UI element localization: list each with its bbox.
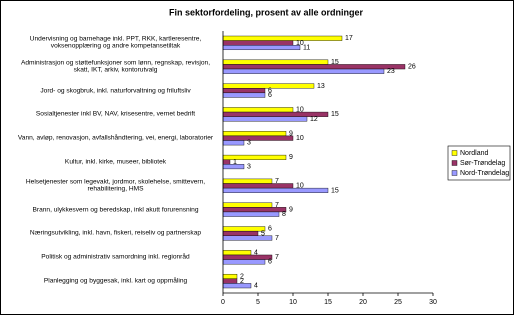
value-label: 1 bbox=[233, 159, 237, 166]
value-label: 4 bbox=[254, 283, 258, 290]
bar bbox=[222, 178, 273, 184]
bar bbox=[222, 45, 301, 51]
value-label: 15 bbox=[331, 111, 339, 118]
x-tick-label: 15 bbox=[324, 299, 332, 306]
value-label: 10 bbox=[296, 40, 304, 47]
bar bbox=[222, 226, 266, 232]
bar bbox=[222, 211, 280, 217]
category-label: Helsetjenester som legevakt, jordmor, sk… bbox=[25, 178, 206, 193]
value-label: 10 bbox=[296, 135, 304, 142]
value-label: 23 bbox=[387, 68, 395, 75]
value-label: 6 bbox=[268, 92, 272, 99]
bar bbox=[222, 183, 294, 189]
bar bbox=[222, 283, 252, 289]
x-tick-label: 25 bbox=[394, 299, 402, 306]
bar bbox=[222, 135, 294, 141]
value-label: 6 bbox=[268, 226, 272, 233]
bar bbox=[222, 235, 273, 241]
category-label: Planlegging og byggesak, inkl. kart og o… bbox=[43, 277, 188, 285]
value-label: 2 bbox=[240, 273, 244, 280]
category-label: Jord- og skogbruk, inkl. naturforvaltnin… bbox=[40, 86, 191, 94]
legend-swatch bbox=[451, 150, 458, 156]
bar bbox=[222, 88, 266, 94]
category-label: Næringsutvikling, inkl. havn, fiskeri, r… bbox=[29, 229, 202, 237]
value-label: 7 bbox=[275, 178, 279, 185]
bar bbox=[222, 259, 266, 265]
bar bbox=[222, 273, 238, 279]
value-label: 10 bbox=[296, 183, 304, 190]
legend-swatch bbox=[451, 170, 458, 176]
category-label: Undervisning og barnehage inkl. PPT, RKK… bbox=[29, 35, 202, 50]
bar bbox=[222, 159, 231, 165]
value-label: 7 bbox=[275, 254, 279, 261]
x-tick-label: 0 bbox=[221, 299, 225, 306]
value-label: 15 bbox=[331, 59, 339, 66]
chart-title: Fin sektorfordeling, prosent av alle ord… bbox=[169, 7, 364, 17]
legend bbox=[447, 145, 511, 181]
bar bbox=[222, 131, 287, 137]
legend-label: Sør-Trøndelag bbox=[460, 160, 505, 167]
category-label: Administrasjon og støttefunksjoner som l… bbox=[20, 59, 211, 74]
value-label: 9 bbox=[289, 130, 293, 137]
bar bbox=[222, 35, 343, 41]
bar bbox=[222, 92, 266, 98]
bar bbox=[222, 207, 287, 213]
value-label: 12 bbox=[310, 116, 318, 123]
bar bbox=[222, 230, 259, 236]
legend-label: Nordland bbox=[460, 150, 489, 157]
value-label: 26 bbox=[408, 64, 416, 71]
x-tick-label: 30 bbox=[429, 299, 437, 306]
value-label: 6 bbox=[268, 87, 272, 94]
value-label: 3 bbox=[247, 140, 251, 147]
value-label: 5 bbox=[261, 230, 265, 237]
value-label: 9 bbox=[289, 154, 293, 161]
category-label: Politisk og administrativ samordning ink… bbox=[41, 253, 190, 261]
bar bbox=[222, 64, 406, 70]
bar bbox=[222, 107, 294, 113]
bar bbox=[222, 278, 238, 284]
value-label: 6 bbox=[268, 259, 272, 266]
value-label: 15 bbox=[331, 187, 339, 194]
category-label: Brann, ulykkesvern og beredskap, inkl ak… bbox=[32, 205, 199, 213]
legend-swatch bbox=[451, 160, 458, 166]
x-tick-label: 10 bbox=[289, 299, 297, 306]
value-label: 9 bbox=[289, 206, 293, 213]
bar bbox=[222, 202, 273, 208]
bar bbox=[222, 254, 273, 260]
bar bbox=[222, 187, 329, 193]
legend-label: Nord-Trøndelag bbox=[460, 170, 509, 177]
bar bbox=[222, 68, 385, 74]
bar bbox=[222, 40, 294, 46]
category-label: Sosialtjenester inkl BV, NAV, krisesentr… bbox=[35, 110, 196, 118]
value-label: 4 bbox=[254, 250, 258, 257]
value-label: 7 bbox=[275, 202, 279, 209]
value-label: 11 bbox=[303, 44, 310, 51]
bar bbox=[222, 140, 245, 146]
value-label: 8 bbox=[282, 211, 286, 218]
bar bbox=[222, 164, 245, 170]
bar bbox=[222, 250, 252, 256]
value-label: 17 bbox=[345, 35, 353, 42]
value-label: 13 bbox=[317, 83, 325, 90]
category-label: Vann, avløp, renovasjon, avfallshåndteri… bbox=[17, 134, 214, 142]
x-tick-label: 20 bbox=[359, 299, 367, 306]
value-label: 7 bbox=[275, 235, 279, 242]
bar bbox=[222, 59, 329, 65]
value-label: 10 bbox=[296, 107, 304, 114]
value-label: 2 bbox=[240, 278, 244, 285]
category-label: Kultur, inkl. kirke, museer, bibliotek bbox=[64, 158, 167, 166]
bar bbox=[222, 116, 308, 122]
x-tick-label: 5 bbox=[256, 299, 260, 306]
value-label: 3 bbox=[247, 163, 251, 170]
